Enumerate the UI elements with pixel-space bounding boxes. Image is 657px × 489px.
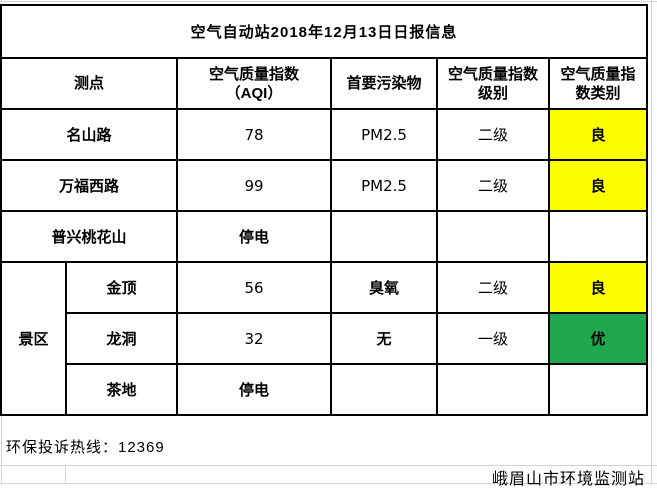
level-cell: 二级: [436, 159, 550, 212]
station-cell: 龙洞: [65, 312, 178, 365]
level-cell: 二级: [436, 261, 550, 314]
col-header-station-label: 测点: [73, 75, 104, 92]
gridline: [65, 465, 66, 483]
table-row: 茶地 停电: [1, 363, 649, 416]
col-header-level-line2: 级别: [477, 84, 508, 102]
table-row: 景区 金顶 56 臭氧 二级 良: [0, 261, 649, 416]
category-cell: 良: [547, 159, 649, 212]
col-header-station: 测点: [0, 57, 178, 110]
pollutant-cell: 无: [330, 312, 438, 365]
pollutant-cell: 臭氧: [330, 261, 438, 314]
station-cell: 金顶: [65, 261, 178, 314]
hotline-text: 环保投诉热线：12369: [6, 439, 165, 456]
category-cell: 优: [547, 312, 649, 365]
report-title: 空气自动站2018年12月13日日报信息: [0, 4, 649, 59]
agency-signature: 峨眉山市环境监测站: [491, 471, 645, 488]
gridline: [0, 465, 657, 466]
station-cell: 普兴桃花山: [0, 210, 178, 263]
pollutant-cell: [330, 363, 438, 416]
level-cell: 二级: [436, 108, 550, 161]
col-header-level: 空气质量指数 级别: [436, 57, 550, 110]
col-header-category-line2: 数类别: [575, 84, 621, 102]
col-header-pollutant-label: 首要污染物: [346, 75, 422, 92]
aqi-cell: 56: [176, 261, 332, 314]
col-header-category: 空气质量指 数类别: [547, 57, 649, 110]
category-cell: [547, 210, 649, 263]
aqi-cell: 停电: [176, 363, 332, 416]
header-row: 测点 空气质量指数 （AQI） 首要污染物 空气质量指数 级别 空气质量指 数类…: [0, 57, 649, 110]
level-cell: 一级: [436, 312, 550, 365]
aqi-cell: 停电: [176, 210, 332, 263]
station-cell: 茶地: [65, 363, 178, 416]
table-row: 万福西路 99 PM2.5 二级 良: [0, 159, 649, 212]
col-header-pollutant: 首要污染物: [330, 57, 438, 110]
pollutant-cell: [330, 210, 438, 263]
table-row: 龙洞 32 无 一级 优: [1, 312, 649, 365]
gridline: [651, 0, 652, 485]
aqi-report-table: 空气自动站2018年12月13日日报信息 测点 空气质量指数 （AQI） 首要污…: [0, 4, 649, 416]
level-cell: [436, 363, 550, 416]
title-row: 空气自动站2018年12月13日日报信息: [0, 4, 649, 59]
aqi-cell: 78: [176, 108, 332, 161]
col-header-aqi-line2: （AQI）: [225, 84, 283, 102]
category-cell: 良: [547, 108, 649, 161]
col-header-level-line1: 空气质量指数: [447, 65, 538, 83]
category-cell: 良: [547, 261, 649, 314]
pollutant-cell: PM2.5: [330, 159, 438, 212]
aqi-cell: 99: [176, 159, 332, 212]
col-header-aqi-line1: 空气质量指数: [208, 65, 299, 83]
col-header-aqi: 空气质量指数 （AQI）: [176, 57, 332, 110]
table-row: 名山路 78 PM2.5 二级 良: [0, 108, 649, 161]
station-cell: 名山路: [0, 108, 178, 161]
table-row: 普兴桃花山 停电: [0, 210, 649, 263]
category-cell: [547, 363, 649, 416]
level-cell: [436, 210, 550, 263]
station-cell: 万福西路: [0, 159, 178, 212]
group-cell-scenic-area: 景区: [0, 261, 67, 416]
gridline: [0, 1, 657, 2]
pollutant-cell: PM2.5: [330, 108, 438, 161]
aqi-cell: 32: [176, 312, 332, 365]
col-header-category-line1: 空气质量指: [560, 65, 636, 83]
gridline: [0, 483, 657, 484]
